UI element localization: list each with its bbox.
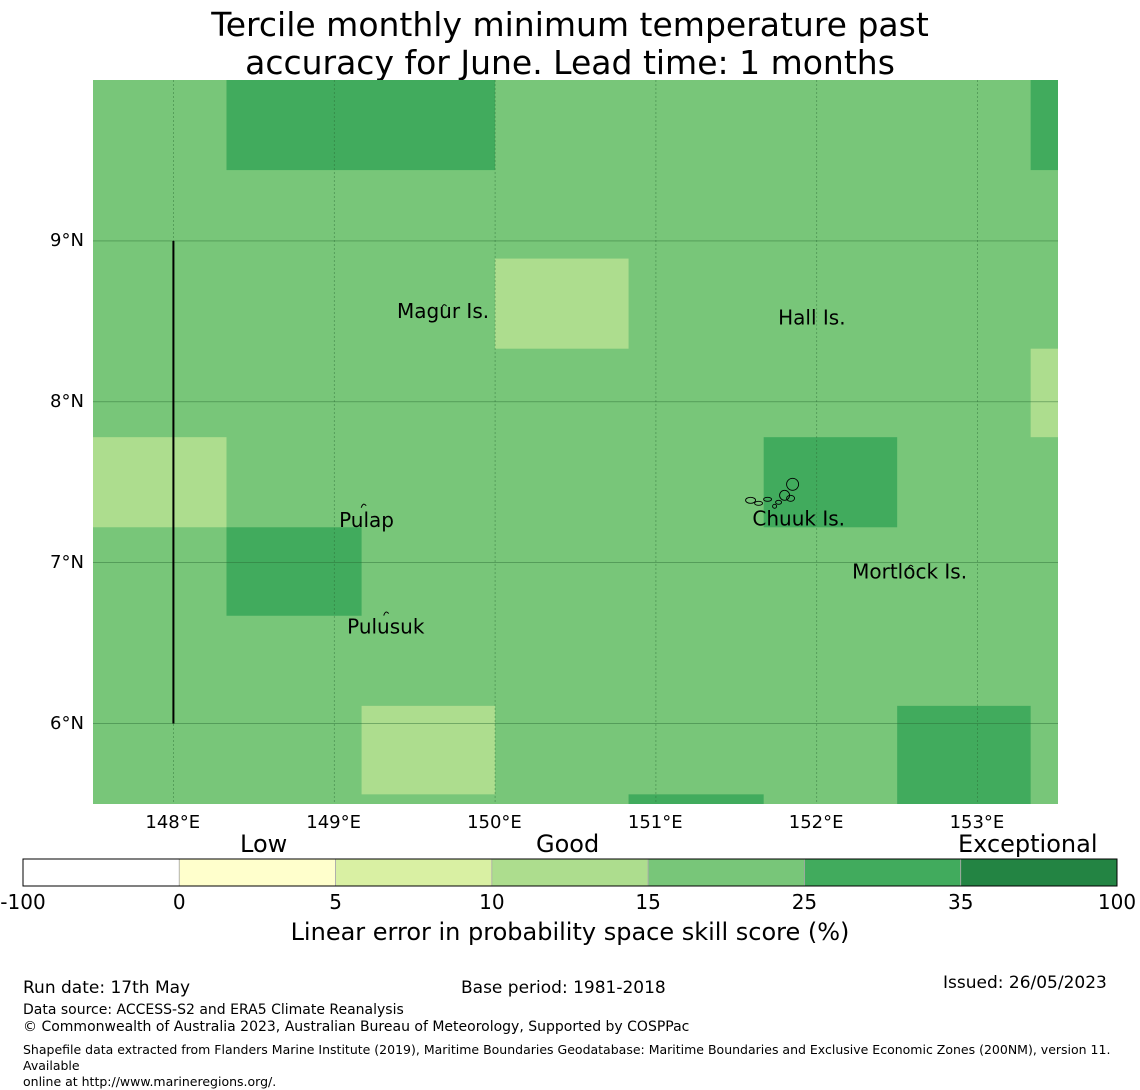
skill-cell [763, 437, 898, 528]
colorbar-tick-label: 10 [479, 890, 505, 914]
copyright: © Commonwealth of Australia 2023, Austra… [23, 1019, 690, 1035]
colorbar-tick-label: 25 [791, 890, 818, 914]
colorbar-label: Linear error in probability space skill … [290, 918, 850, 946]
island-outline [383, 611, 390, 616]
y-tick-label: 9°N [50, 229, 84, 251]
x-tick-label: 149°E [306, 812, 361, 833]
place-label: Mortlock Is. [852, 560, 967, 584]
island-outline [786, 477, 800, 491]
skill-cell [495, 258, 629, 349]
x-tick-label: 152°E [788, 812, 844, 833]
island-outline [441, 304, 448, 309]
colorbar-category-low: Low [240, 830, 288, 858]
skill-cell [628, 794, 764, 804]
x-tick-label: 153°E [949, 812, 1005, 833]
colorbar-bin [335, 858, 493, 887]
map-background [93, 80, 1058, 804]
colorbar-tick-label: 100 [1097, 890, 1137, 914]
skill-cell [1030, 348, 1058, 438]
skill-cell [226, 80, 496, 171]
x-tick-label: 150°E [467, 812, 522, 833]
colorbar-bin [647, 858, 805, 887]
issued-date: Issued: 26/05/2023 [943, 973, 1107, 993]
place-label: Pulap [339, 508, 394, 532]
island-outline [763, 496, 773, 502]
colorbar-frame [22, 858, 1118, 887]
island-outline [360, 503, 367, 508]
colorbar-bin [960, 858, 1118, 887]
place-label: Pulusuk [347, 614, 425, 638]
x-tick-label: 148°E [145, 812, 201, 833]
colorbar-category-good: Good [536, 830, 600, 858]
skill-cell [361, 705, 496, 795]
island-outline [775, 499, 783, 505]
place-label: Hall Is. [778, 306, 845, 330]
colorbar-tick-label: 15 [635, 890, 661, 914]
skill-cell [897, 705, 1031, 804]
title-line-1: Tercile monthly minimum temperature past [211, 5, 929, 44]
place-label: Chuuk Is. [752, 507, 845, 531]
y-tick-label: 8°N [50, 390, 84, 412]
shapefile-credit: Shapefile data extracted from Flanders M… [23, 1042, 1133, 1090]
skill-cell [226, 527, 362, 616]
colorbar-tick-label: 5 [329, 890, 342, 914]
y-tick-label: 7°N [50, 551, 84, 573]
shapefile-credit-line-1: Shapefile data extracted from Flanders M… [23, 1042, 1111, 1073]
skill-cell [1030, 80, 1058, 171]
title-line-2: accuracy for June. Lead time: 1 months [245, 43, 895, 82]
colorbar-category-exceptional: Exceptional [958, 830, 1098, 858]
place-label: Magur Is. [397, 299, 489, 323]
shapefile-credit-line-2: online at http://www.marineregions.org/. [23, 1074, 277, 1089]
chart-title: Tercile monthly minimum temperature past… [0, 6, 1140, 82]
colorbar-bin [178, 858, 336, 887]
island-outline [772, 503, 778, 509]
colorbar-tick-label: 35 [947, 890, 974, 914]
run-date: Run date: 17th May [23, 978, 191, 998]
colorbar-tick-label: -100 [0, 890, 46, 914]
island-outline [786, 494, 796, 502]
base-period: Base period: 1981-2018 [461, 978, 666, 998]
island-outline [907, 564, 914, 570]
island-outline [754, 500, 764, 506]
y-tick-label: 6°N [50, 712, 84, 734]
data-source: Data source: ACCESS-S2 and ERA5 Climate … [23, 1002, 404, 1018]
x-tick-label: 151°E [627, 812, 683, 833]
colorbar-tick-label: 0 [172, 890, 186, 914]
skill-cell [93, 437, 227, 528]
colorbar-bin [804, 858, 962, 887]
colorbar-bin [491, 858, 649, 887]
island-outline [745, 496, 757, 504]
colorbar-bin [22, 858, 180, 887]
